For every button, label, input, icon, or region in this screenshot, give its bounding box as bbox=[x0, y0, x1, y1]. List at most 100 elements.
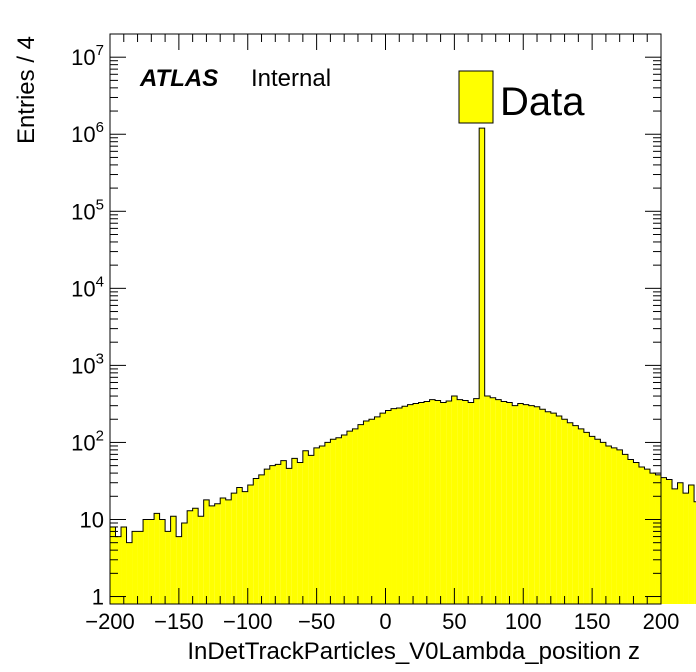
histogram-bin bbox=[572, 425, 579, 604]
histogram-bin bbox=[313, 447, 320, 604]
histogram-bin bbox=[132, 531, 138, 604]
histogram-bin bbox=[468, 402, 474, 604]
histogram-bin bbox=[280, 460, 287, 604]
histogram-bin bbox=[187, 510, 193, 604]
y-tick-label-exponent: 5 bbox=[96, 196, 104, 213]
histogram-bin bbox=[605, 445, 612, 604]
histogram-bin bbox=[308, 455, 314, 604]
histogram-bin bbox=[170, 516, 177, 604]
histogram-bin bbox=[672, 488, 678, 604]
histogram-bin bbox=[374, 416, 380, 604]
histogram-bin bbox=[473, 398, 480, 604]
y-tick-label: 105 bbox=[71, 196, 104, 224]
histogram-bin bbox=[396, 407, 403, 604]
histogram-bin bbox=[225, 499, 232, 604]
histogram-bin bbox=[126, 542, 133, 604]
histogram-bin bbox=[567, 422, 573, 604]
legend-swatch bbox=[458, 70, 494, 124]
histogram-bin bbox=[550, 413, 557, 604]
histogram-bin bbox=[391, 408, 397, 604]
histogram-bin bbox=[490, 397, 496, 604]
histogram-bin bbox=[545, 411, 551, 604]
y-tick-label: 102 bbox=[71, 427, 104, 455]
y-tick-label-exponent: 3 bbox=[96, 350, 104, 367]
y-tick-label-base: 10 bbox=[71, 45, 95, 70]
histogram-bin bbox=[346, 431, 353, 604]
histogram-bin bbox=[666, 479, 673, 604]
histogram-bin bbox=[121, 526, 127, 604]
histogram bbox=[110, 127, 696, 604]
histogram-outline bbox=[110, 127, 696, 544]
histogram-bin bbox=[506, 402, 513, 604]
histogram-bin bbox=[209, 505, 215, 604]
atlas-label: ATLAS bbox=[139, 65, 218, 92]
x-tick-label: 100 bbox=[505, 609, 542, 634]
histogram-bin bbox=[159, 519, 166, 604]
y-tick-label-base: 10 bbox=[71, 276, 95, 301]
histogram-bin bbox=[357, 424, 364, 604]
histogram-bin bbox=[440, 402, 447, 604]
histogram-bin bbox=[616, 449, 623, 604]
histogram-bin bbox=[451, 396, 458, 604]
y-tick-label: 104 bbox=[71, 273, 104, 301]
histogram-bin bbox=[523, 404, 529, 604]
axis-ticks bbox=[109, 33, 662, 604]
y-tick-label: 1 bbox=[92, 585, 104, 610]
histogram-bin bbox=[589, 436, 595, 604]
histogram-bin bbox=[600, 442, 606, 604]
histogram-bin bbox=[110, 526, 116, 604]
histogram-bin bbox=[534, 406, 540, 604]
x-tick-label: 200 bbox=[643, 609, 680, 634]
histogram-bin bbox=[143, 519, 149, 604]
y-tick-label-base: 10 bbox=[71, 122, 95, 147]
histogram-bin bbox=[484, 396, 491, 604]
histogram-bin bbox=[407, 404, 414, 604]
y-tick-label: 10 bbox=[80, 507, 104, 532]
histogram-bin bbox=[291, 458, 298, 604]
histogram-bin bbox=[627, 459, 634, 604]
y-tick-label: 103 bbox=[71, 350, 104, 378]
histogram-bin bbox=[330, 439, 336, 604]
histogram-bin bbox=[269, 465, 276, 604]
histogram-bin bbox=[633, 462, 639, 604]
histogram-bin bbox=[446, 400, 452, 604]
histogram-bin bbox=[688, 485, 695, 604]
histogram-bin bbox=[385, 410, 392, 604]
y-tick-label-exponent: 7 bbox=[96, 42, 104, 59]
y-tick-label-base: 10 bbox=[71, 430, 95, 455]
histogram-bin bbox=[402, 406, 408, 604]
histogram-bin bbox=[683, 493, 689, 604]
x-tick-label: −200 bbox=[85, 609, 135, 634]
histogram-bin bbox=[457, 399, 463, 604]
histogram-bin bbox=[231, 493, 237, 604]
histogram-bin bbox=[638, 466, 645, 604]
histogram-bin bbox=[429, 399, 436, 604]
histogram-bin bbox=[495, 399, 502, 604]
histogram-bin bbox=[324, 442, 331, 604]
histogram-bin bbox=[611, 447, 617, 604]
y-tick-label-base: 10 bbox=[71, 353, 95, 378]
histogram-bin bbox=[512, 405, 518, 604]
histogram-bin bbox=[539, 409, 546, 604]
histogram-bin bbox=[319, 445, 325, 604]
histogram-bin bbox=[694, 501, 696, 604]
histogram-bin bbox=[413, 403, 419, 604]
histogram-bin bbox=[148, 519, 155, 604]
histogram-bin bbox=[181, 523, 188, 604]
x-tick-label: −100 bbox=[223, 609, 273, 634]
histogram-bin bbox=[583, 432, 590, 604]
histogram-bin bbox=[220, 498, 226, 604]
tick-labels: −200 −150 −100 −50 0 50 100 150 2001101021031041… bbox=[71, 42, 679, 634]
histogram-bin bbox=[198, 516, 204, 604]
histogram-bin bbox=[677, 482, 684, 604]
histogram-bin bbox=[594, 439, 601, 604]
y-tick-label-exponent: 2 bbox=[96, 427, 104, 444]
histogram-bin bbox=[435, 400, 441, 604]
y-tick-label-exponent: 6 bbox=[96, 119, 104, 136]
x-tick-label: 0 bbox=[379, 609, 391, 634]
histogram-bin bbox=[528, 405, 535, 604]
y-axis-title: Entries / 4 bbox=[13, 36, 40, 144]
histogram-bin bbox=[644, 469, 650, 604]
histogram-bin bbox=[352, 428, 358, 604]
